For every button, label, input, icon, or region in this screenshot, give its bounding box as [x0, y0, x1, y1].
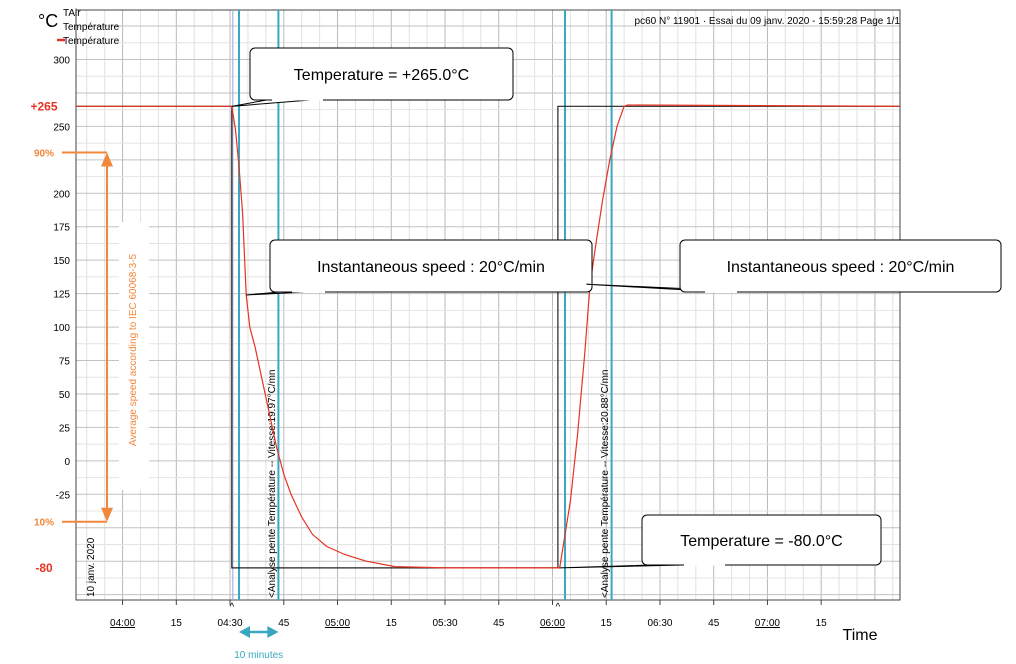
cursor-analysis-label: <Analyse pente Température -- Vitesse:20…: [600, 370, 611, 598]
legend-entry-temperature-1: Température: [63, 22, 120, 33]
y-tick-label: 200: [53, 189, 70, 200]
x-tick-label: 45: [493, 618, 505, 629]
callout-box: [679, 239, 1002, 293]
series: [76, 104, 901, 569]
y-tick-label: 100: [53, 323, 70, 334]
callout-text: Temperature = +265.0°C: [294, 67, 469, 84]
legend-entry-temperature-2: Température: [63, 36, 120, 47]
ten-min-label: 10 minutes: [234, 650, 283, 661]
y-tick-label: 125: [53, 290, 70, 301]
x-tick-label: 15: [601, 618, 613, 629]
cursor-analysis-label: <Analyse pente Température -- Vitesse:19…: [267, 370, 278, 598]
y-tick-label: 150: [53, 256, 70, 267]
side-label: 90%: [34, 148, 54, 159]
callout-box: [249, 47, 514, 101]
x-tick-label: 07:00: [755, 618, 780, 629]
speed-arrow-head-down: [101, 507, 113, 522]
date-label: 10 janv. 2020: [86, 537, 97, 597]
x-tick-label: 15: [171, 618, 183, 629]
side-label: 10%: [34, 518, 54, 529]
callout-text: Instantaneous speed : 20°C/min: [317, 259, 545, 276]
x-tick-label: 06:30: [647, 618, 672, 629]
y-tick-label: 250: [53, 122, 70, 133]
ten-min-head-right: [267, 626, 279, 638]
y-tick-label: 50: [59, 390, 71, 401]
x-tick-label: 04:00: [110, 618, 135, 629]
x-tick-label: 45: [708, 618, 720, 629]
grid: [76, 10, 900, 600]
callout-text: Temperature = -80.0°C: [680, 533, 842, 550]
y-tick-label: -25: [56, 490, 71, 501]
series-line-température: [76, 104, 901, 569]
x-tick-label: 15: [386, 618, 398, 629]
header-info: pc60 N° 11901 · Essai du 09 janv. 2020 -…: [635, 16, 901, 27]
x-tick-label: 04:30: [218, 618, 243, 629]
callout-text: Instantaneous speed : 20°C/min: [727, 259, 955, 276]
speed-label-bg: [119, 222, 149, 490]
x-tick-label: 45: [278, 618, 290, 629]
side-label: -80: [35, 561, 53, 575]
callout-box: [641, 514, 882, 566]
ten-minutes-marker: 10 minutes: [234, 626, 283, 661]
speed-arrow-head-up: [101, 152, 113, 167]
x-axis-label: Time: [843, 627, 878, 644]
y-tick-label: 0: [64, 457, 70, 468]
y-tick-label: 175: [53, 223, 70, 234]
y-tick-label: 300: [53, 56, 70, 67]
ten-min-head-left: [239, 626, 251, 638]
callout-box: [269, 239, 593, 293]
speed-arrow-label: Average speed according to IEC 60068-3-5: [128, 253, 139, 446]
x-tick-label: 05:30: [432, 618, 457, 629]
series-line-tair: [76, 105, 900, 569]
cursor-caret: ^: [229, 602, 234, 613]
x-tick-label: 15: [816, 618, 828, 629]
x-tick-label: 05:00: [325, 618, 350, 629]
cursors: <Analyse pente Température -- Vitesse:19…: [229, 10, 613, 613]
side-label: +265: [30, 99, 57, 113]
speed-arrow: Average speed according to IEC 60068-3-5: [62, 151, 149, 523]
legend-entry-tair: TAir: [63, 8, 81, 19]
plot-frame: [75, 9, 901, 601]
y-tick-label: 75: [59, 357, 71, 368]
x-tick-label: 06:00: [540, 618, 565, 629]
unit-label: °C: [38, 11, 58, 31]
y-tick-label: 25: [59, 423, 71, 434]
callouts: Temperature = +265.0°C Instantaneous spee…: [231, 47, 1002, 569]
cursor-caret: ^: [556, 602, 561, 613]
